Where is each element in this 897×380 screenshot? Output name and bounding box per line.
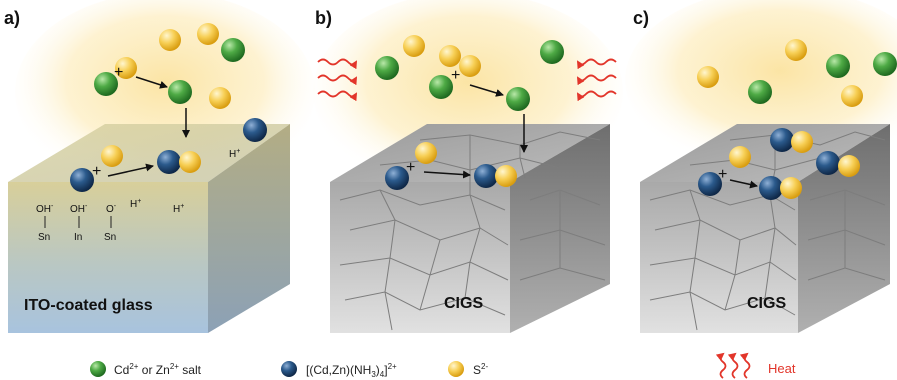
sulfide-ion: [838, 155, 860, 177]
panel-b: b) CIGS + +: [313, 0, 623, 333]
substrate-label-a: ITO-coated glass: [24, 297, 153, 314]
sulfide-ion: [101, 145, 123, 167]
reaction-arrow: [729, 179, 758, 189]
ito-side-face: [208, 124, 290, 333]
heat-waves-bottom: [715, 352, 751, 379]
proton-1: H: [130, 199, 137, 210]
legend: Cd2+ or Zn2+ salt [(Cd,Zn)(NH3)4]2+ S2-: [90, 361, 488, 379]
sulfide-ion: [785, 39, 807, 61]
metal-salt-ion: [748, 80, 772, 104]
surface-in-2: In: [74, 232, 82, 243]
surface-o-3: O: [106, 204, 114, 215]
surface-oh-2: OH: [70, 204, 85, 215]
plus-sign: +: [92, 163, 101, 180]
svg-text:OH-: OH-: [36, 203, 54, 215]
surface-sn-3: Sn: [104, 232, 116, 243]
metal-salt-ion: [94, 72, 118, 96]
proton-2: H: [173, 204, 180, 215]
grain-boundaries: [339, 131, 606, 331]
reaction-arrow: [107, 163, 154, 177]
sulfide-ion: [697, 66, 719, 88]
metal-salt-ion: [221, 38, 245, 62]
sulfide-ion: [780, 177, 802, 199]
plus-sign: +: [451, 67, 460, 84]
metal-salt-ion: [873, 52, 897, 76]
metal-salt-ion: [429, 75, 453, 99]
cigs-top-face: [640, 124, 890, 182]
legend-complex-label: [(Cd,Zn)(NH3)4]2+: [306, 362, 397, 379]
reaction-arrow: [469, 84, 504, 97]
reaction-arrow: [423, 170, 471, 179]
panel-letter-c: c): [633, 8, 649, 28]
ammine-complex-ion: [698, 172, 722, 196]
ammine-complex-ion: [474, 164, 498, 188]
proton-3: H: [229, 149, 236, 160]
surface-sn-1: Sn: [38, 232, 50, 243]
ammine-complex-ion: [70, 168, 94, 192]
svg-text:H+: H+: [130, 198, 141, 210]
ammine-complex-ion: [243, 118, 267, 142]
legend-sulfide-label: S2-: [473, 362, 488, 377]
sulfide-ion: [841, 85, 863, 107]
plus-sign: +: [114, 64, 123, 81]
substrate-label-c: CIGS: [747, 295, 786, 312]
sulfide-ion: [495, 165, 517, 187]
heat-label: Heat: [768, 361, 796, 376]
plus-sign: +: [718, 166, 727, 183]
sulfide-ion: [209, 87, 231, 109]
sulfide-ion: [415, 142, 437, 164]
svg-text:H+: H+: [173, 203, 184, 215]
sulfide-ion: [439, 45, 461, 67]
metal-salt-ion: [540, 40, 564, 64]
sulfide-ion: [197, 23, 219, 45]
heat-waves-right: [576, 58, 617, 102]
sulfide-ion: [791, 131, 813, 153]
surface-groups: OH- OH- O- Sn In Sn H+ H+ H+: [36, 148, 240, 243]
surface-oh-1: OH: [36, 204, 51, 215]
sulfide-ion: [729, 146, 751, 168]
metal-salt-ion: [375, 56, 399, 80]
ito-top-face: [8, 124, 290, 182]
ammine-complex-ion: [157, 150, 181, 174]
panel-letter-a: a): [4, 8, 20, 28]
svg-text:H+: H+: [229, 148, 240, 160]
ammine-complex-ion: [385, 166, 409, 190]
plus-sign: +: [406, 159, 415, 176]
substrate-label-b: CIGS: [444, 295, 483, 312]
heat-waves-left: [317, 58, 358, 102]
metal-salt-ion: [826, 54, 850, 78]
ito-front-face: [8, 182, 208, 333]
cigs-front-face: [640, 182, 798, 333]
metal-salt-ion: [506, 87, 530, 111]
cigs-side-face: [798, 124, 890, 333]
ammine-complex-ion: [759, 176, 783, 200]
ammine-complex-ion: [816, 151, 840, 175]
sulfide-ion: [115, 57, 137, 79]
sulfide-ion: [159, 29, 181, 51]
sulfide-ion: [179, 151, 201, 173]
sulfide-ion: [403, 35, 425, 57]
svg-text:OH-: OH-: [70, 203, 88, 215]
metal-salt-ion: [168, 80, 192, 104]
legend-metal-salt-label: Cd2+ or Zn2+ salt: [114, 362, 202, 377]
panel-c: c) CIGS + Heat: [625, 0, 897, 379]
sulfide-ion: [459, 55, 481, 77]
panel-letter-b: b): [315, 8, 332, 28]
legend-sulfide-swatch: [448, 361, 464, 377]
legend-complex-swatch: [281, 361, 297, 377]
ammine-complex-ion: [770, 128, 794, 152]
legend-metal-salt-swatch: [90, 361, 106, 377]
reaction-arrow: [135, 76, 168, 89]
svg-text:O-: O-: [106, 203, 117, 215]
panel-a: a) ITO-coated glass OH- OH- O- Sn In Sn …: [4, 0, 315, 333]
